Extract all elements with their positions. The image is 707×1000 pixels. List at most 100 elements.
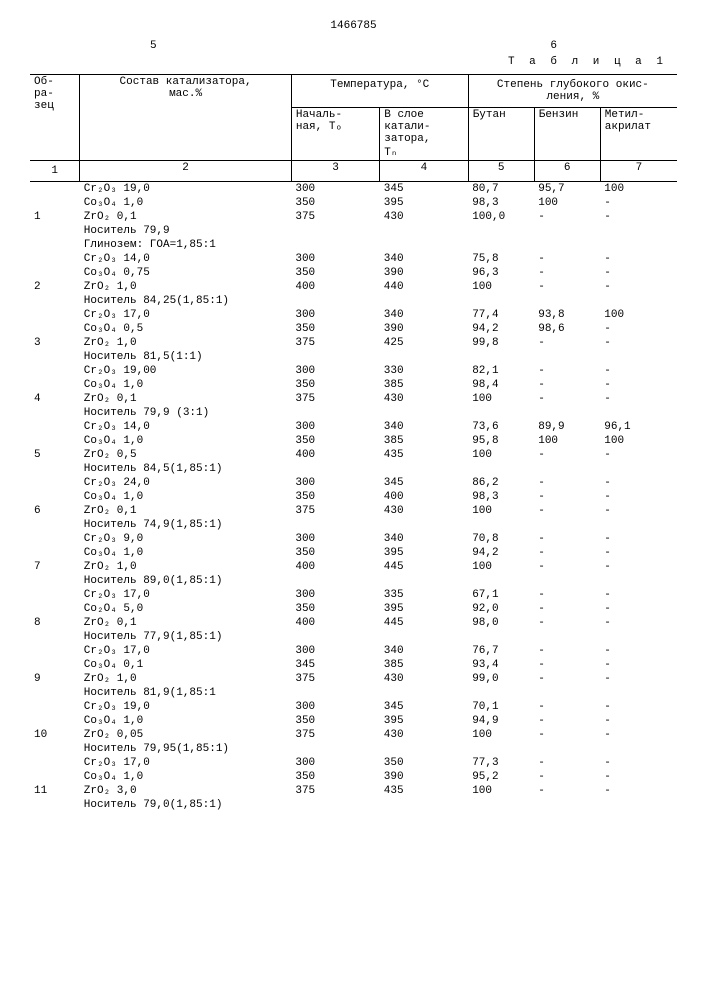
data-cell (600, 630, 677, 644)
composition-line: Cr₂O₃ 17,0 (80, 308, 292, 322)
data-cell: 430 (380, 504, 468, 518)
data-cell: 100 (468, 728, 534, 742)
header-methyl: Метил- акрилат (600, 108, 677, 161)
data-cell: 100 (534, 434, 600, 448)
sample-id: 6 (30, 504, 80, 518)
data-cell: - (600, 490, 677, 504)
data-cell (468, 574, 534, 588)
table-row: Co₂O₄ 5,035039592,0-- (30, 602, 677, 616)
data-cell: 300 (291, 252, 379, 266)
composition-line: Cr₂O₃ 17,0 (80, 756, 292, 770)
data-cell: 98,4 (468, 378, 534, 392)
composition-line: Cr₂O₃ 14,0 (80, 420, 292, 434)
sample-id (30, 182, 80, 197)
data-cell: 435 (380, 448, 468, 462)
colnum: 6 (534, 161, 600, 182)
sample-id (30, 364, 80, 378)
data-cell: 395 (380, 714, 468, 728)
sample-id: 5 (30, 448, 80, 462)
colnum: 4 (380, 161, 468, 182)
data-cell (534, 518, 600, 532)
data-cell: 340 (380, 644, 468, 658)
data-cell: - (600, 644, 677, 658)
data-cell (468, 742, 534, 756)
data-cell: 445 (380, 616, 468, 630)
data-cell: 96,3 (468, 266, 534, 280)
data-cell (534, 350, 600, 364)
data-cell: 395 (380, 196, 468, 210)
data-cell (291, 742, 379, 756)
data-cell: - (534, 378, 600, 392)
table-row: Cr₂O₃ 17,030033567,1-- (30, 588, 677, 602)
composition-line: Cr₂O₃ 19,0 (80, 182, 292, 197)
composition-line: Co₃O₄ 0,1 (80, 658, 292, 672)
header-butane: Бутан (468, 108, 534, 161)
data-cell: 89,9 (534, 420, 600, 434)
table-row: 5ZrO₂ 0,5400435100-- (30, 448, 677, 462)
data-cell: 400 (291, 448, 379, 462)
sample-id (30, 532, 80, 546)
data-cell: - (600, 266, 677, 280)
data-cell: 395 (380, 602, 468, 616)
sample-id (30, 224, 80, 238)
data-cell: 400 (291, 616, 379, 630)
data-cell (534, 238, 600, 252)
data-cell: - (600, 322, 677, 336)
table-row: Носитель 79,95(1,85:1) (30, 742, 677, 756)
table-row: 1ZrO₂ 0,1375430100,0-- (30, 210, 677, 224)
data-cell (468, 686, 534, 700)
sample-id: 4 (30, 392, 80, 406)
sample-id (30, 294, 80, 308)
data-cell: 350 (291, 266, 379, 280)
sample-id (30, 252, 80, 266)
sample-id (30, 742, 80, 756)
sample-id (30, 490, 80, 504)
data-cell (534, 224, 600, 238)
data-cell: 350 (291, 196, 379, 210)
data-cell (380, 350, 468, 364)
data-cell: - (534, 336, 600, 350)
composition-line: Носитель 89,0(1,85:1) (80, 574, 292, 588)
sample-id: 8 (30, 616, 80, 630)
header-oxid-group: Степень глубокого окис- ления, % (468, 75, 677, 108)
data-cell: - (600, 616, 677, 630)
table-row: Cr₂O₃ 17,030034076,7-- (30, 644, 677, 658)
data-cell: 100 (600, 308, 677, 322)
data-cell: 350 (291, 322, 379, 336)
sample-id (30, 462, 80, 476)
data-cell: 96,1 (600, 420, 677, 434)
data-cell: - (600, 756, 677, 770)
data-cell: 345 (291, 658, 379, 672)
data-cell: - (534, 490, 600, 504)
data-cell: - (534, 672, 600, 686)
data-cell: 82,1 (468, 364, 534, 378)
data-cell: 375 (291, 728, 379, 742)
data-cell: 350 (291, 378, 379, 392)
sample-id: 10 (30, 728, 80, 742)
composition-line: ZrO₂ 0,1 (80, 392, 292, 406)
table-row: Носитель 89,0(1,85:1) (30, 574, 677, 588)
data-cell (600, 462, 677, 476)
composition-line: Глинозем: ГОА=1,85:1 (80, 238, 292, 252)
composition-line: Cr₂O₃ 19,0 (80, 700, 292, 714)
data-cell: - (534, 588, 600, 602)
data-cell: 300 (291, 756, 379, 770)
table-row: Носитель 84,25(1,85:1) (30, 294, 677, 308)
sample-id (30, 196, 80, 210)
composition-line: Co₃O₄ 1,0 (80, 378, 292, 392)
data-cell (380, 742, 468, 756)
data-cell: - (600, 476, 677, 490)
sample-id (30, 714, 80, 728)
data-cell (291, 798, 379, 812)
colnum: 5 (468, 161, 534, 182)
table-row: 8ZrO₂ 0,140044598,0-- (30, 616, 677, 630)
data-cell: 350 (291, 714, 379, 728)
data-cell: 350 (291, 602, 379, 616)
data-cell: 93,4 (468, 658, 534, 672)
data-cell (468, 462, 534, 476)
table-row: Co₃O₄ 1,035039598,3100- (30, 196, 677, 210)
composition-line: Носитель 84,5(1,85:1) (80, 462, 292, 476)
sample-id (30, 434, 80, 448)
data-cell: - (534, 644, 600, 658)
data-cell: - (600, 532, 677, 546)
